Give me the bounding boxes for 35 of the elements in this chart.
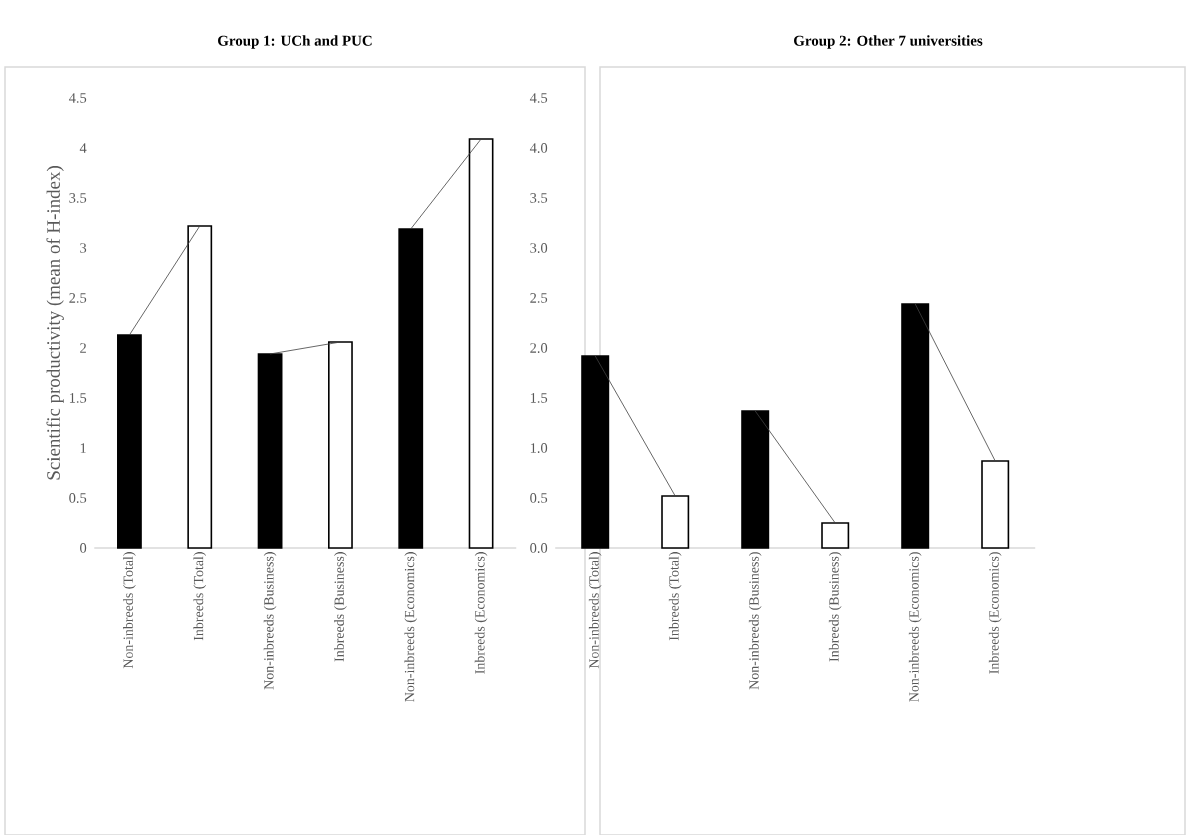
y-tick-label: 3.0 bbox=[530, 243, 548, 253]
y-tick-label: 2.0 bbox=[530, 343, 548, 353]
x-tick-label: Non-inbreeds (Economics) bbox=[404, 552, 418, 702]
chart-title: Group 2: Other 7 universities bbox=[794, 35, 983, 49]
x-tick-label: Non-inbreeds (Economics) bbox=[908, 552, 922, 702]
y-tick-label: 1.5 bbox=[69, 393, 87, 403]
y-tick-label: 3.5 bbox=[69, 193, 87, 203]
x-tick-label: Non-inbreeds (Business) bbox=[748, 552, 762, 690]
y-tick-label: 0 bbox=[80, 543, 87, 553]
y-tick-label: 1.5 bbox=[530, 393, 548, 403]
chart-title: Group 1: UCh and PUC bbox=[218, 35, 372, 49]
x-tick-label: Non-inbreeds (Business) bbox=[263, 552, 277, 690]
x-tick-label: Inbreeds (Business) bbox=[828, 552, 842, 662]
x-tick-label: Inbreeds (Total) bbox=[193, 552, 207, 641]
y-tick-label: 2.5 bbox=[69, 293, 87, 303]
x-tick-label: Non-inbreeds (Total) bbox=[123, 552, 136, 669]
y-tick-label: 4.5 bbox=[68, 93, 87, 103]
y-tick-label: 4.5 bbox=[529, 93, 548, 103]
y-tick-label: 2 bbox=[80, 343, 86, 353]
y-tick-label: 0.0 bbox=[530, 543, 548, 553]
y-tick-label: 3.5 bbox=[530, 193, 548, 203]
y-tick-label: 4.0 bbox=[529, 143, 548, 153]
y-tick-label: 1.0 bbox=[530, 443, 548, 453]
y-tick-label: 3 bbox=[80, 243, 87, 253]
x-tick-label: Inbreeds (Economics) bbox=[988, 552, 1002, 674]
x-tick-label: Inbreeds (Business) bbox=[334, 552, 347, 662]
y-tick-label: 2.5 bbox=[530, 293, 548, 303]
y-tick-label: 0.5 bbox=[530, 493, 548, 503]
x-tick-label: Non-inbreeds (Total) bbox=[588, 552, 602, 669]
x-tick-label: Inbreeds (Economics) bbox=[474, 552, 488, 674]
y-tick-label: 0.5 bbox=[69, 493, 87, 503]
x-tick-label: Inbreeds (Total) bbox=[668, 552, 682, 641]
y-tick-label: 1 bbox=[80, 443, 86, 453]
y-tick-label: 4 bbox=[79, 143, 87, 153]
y-axis-title: Scientific productivity (mean of H-index) bbox=[46, 166, 64, 480]
